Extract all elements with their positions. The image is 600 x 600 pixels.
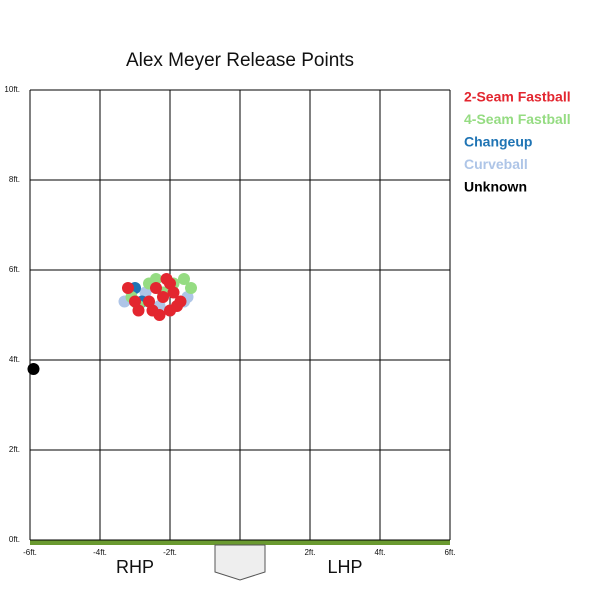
- point: [150, 273, 162, 285]
- legend-entry: 4-Seam Fastball: [464, 111, 571, 127]
- home-plate: [214, 544, 266, 581]
- legend-entry: Unknown: [464, 179, 527, 195]
- x-tick-label: -2ft.: [163, 548, 177, 557]
- point: [139, 286, 152, 299]
- point: [157, 291, 169, 303]
- x-tick-label: -6ft.: [23, 548, 37, 557]
- x-tick-label: -4ft.: [93, 548, 107, 557]
- y-tick-label: 2ft.: [9, 445, 20, 454]
- x-tick-label: 6ft.: [444, 548, 455, 557]
- annotation: LHP: [327, 557, 362, 577]
- y-tick-label: 10ft.: [4, 85, 20, 94]
- chart-title: Alex Meyer Release Points: [126, 50, 354, 71]
- x-tick-label: 4ft.: [374, 548, 385, 557]
- y-tick-label: 6ft.: [9, 265, 20, 274]
- legend-entry: 2-Seam Fastball: [464, 89, 571, 105]
- point: [178, 273, 190, 285]
- point: [27, 363, 40, 375]
- y-tick-label: 8ft.: [9, 175, 20, 184]
- point: [143, 295, 155, 308]
- y-tick-label: 0ft.: [9, 535, 20, 544]
- point: [160, 273, 173, 285]
- point: [150, 282, 162, 294]
- point: [146, 304, 159, 317]
- point: [185, 282, 197, 294]
- point: [122, 282, 134, 294]
- x-tick-label: 2ft.: [304, 548, 315, 557]
- point: [132, 304, 145, 317]
- ground: [30, 540, 450, 545]
- point: [174, 295, 187, 308]
- annotation: RHP: [116, 557, 154, 577]
- legend-entry: Changeup: [464, 134, 532, 150]
- legend-entry: Curveball: [464, 156, 528, 172]
- y-tick-label: 4ft.: [9, 355, 20, 364]
- point: [129, 295, 141, 308]
- point: [167, 286, 180, 299]
- point: [164, 304, 176, 317]
